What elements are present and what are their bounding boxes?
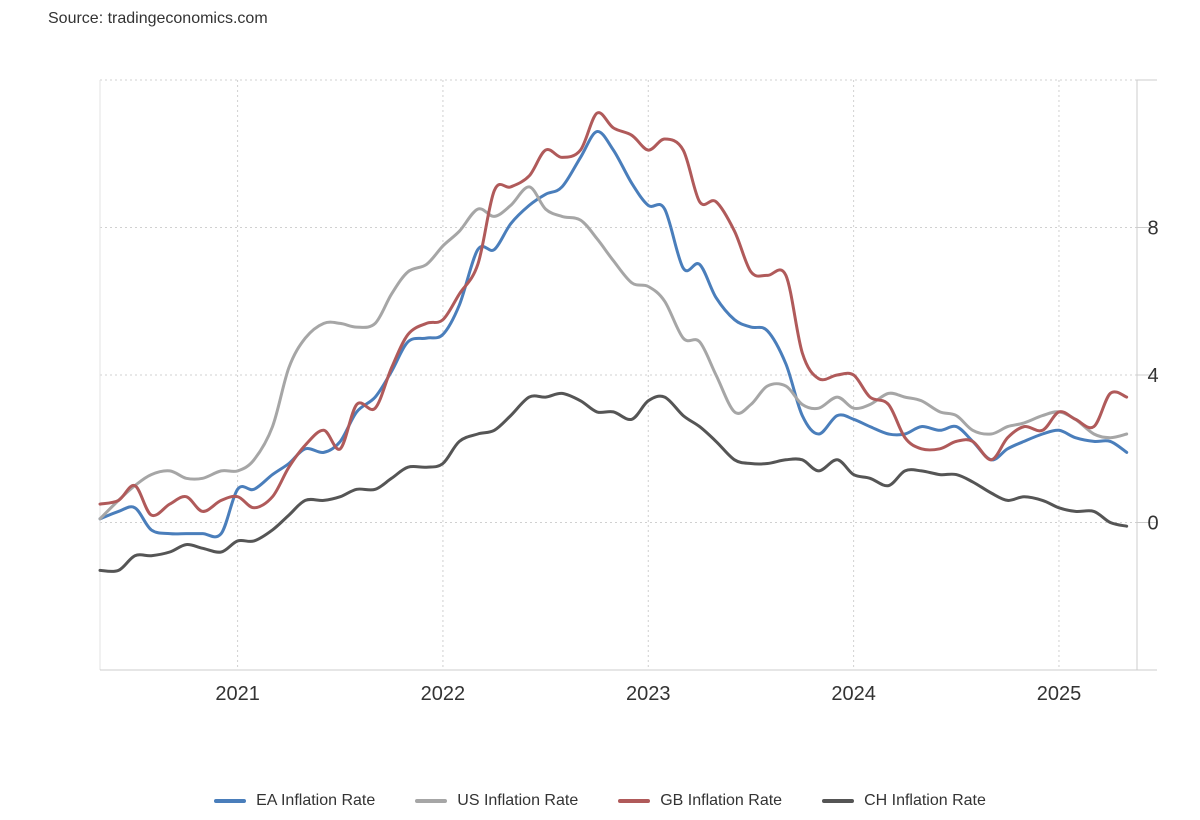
series-line-ch-inflation-rate — [98, 391, 1129, 573]
series-line-ea-inflation-rate — [98, 130, 1129, 539]
y-tick-label: 4 — [1147, 365, 1158, 387]
legend-item[interactable]: GB Inflation Rate — [618, 792, 782, 810]
legend-label: EA Inflation Rate — [256, 792, 376, 809]
x-tick-label: 2025 — [1037, 683, 1082, 705]
legend-item[interactable]: EA Inflation Rate — [214, 792, 375, 810]
legend: EA Inflation Rate US Inflation Rate GB Inf… — [0, 792, 1200, 810]
y-tick-label: 8 — [1147, 218, 1158, 240]
series-group — [98, 111, 1129, 573]
legend-label: CH Inflation Rate — [864, 792, 986, 809]
series-line-us-inflation-rate — [98, 185, 1129, 521]
x-tick-label: 2024 — [831, 683, 876, 705]
source-label: Source: tradingeconomics.com — [48, 10, 268, 27]
y-tick-label: 0 — [1147, 513, 1158, 535]
x-axis-ticks: 2021 2022 2023 2024 2025 — [215, 683, 1081, 705]
series-line-gb-inflation-rate — [98, 111, 1129, 518]
x-tick-label: 2021 — [215, 683, 260, 705]
y-axis-ticks: 0 4 8 — [1147, 218, 1158, 535]
legend-swatch — [214, 799, 247, 803]
x-tick-label: 2022 — [421, 683, 466, 705]
legend-swatch — [822, 799, 855, 803]
legend-label: GB Inflation Rate — [660, 792, 783, 809]
legend-item[interactable]: US Inflation Rate — [415, 792, 578, 810]
line-chart: 0 4 8 2021 2022 2023 2024 2025 — [98, 79, 1159, 705]
legend-swatch — [618, 799, 651, 803]
axes — [99, 79, 1157, 671]
legend-item[interactable]: CH Inflation Rate — [822, 792, 986, 810]
legend-swatch — [415, 799, 448, 803]
x-tick-label: 2023 — [626, 683, 671, 705]
legend-label: US Inflation Rate — [457, 792, 579, 809]
grid-lines — [100, 79, 1137, 670]
